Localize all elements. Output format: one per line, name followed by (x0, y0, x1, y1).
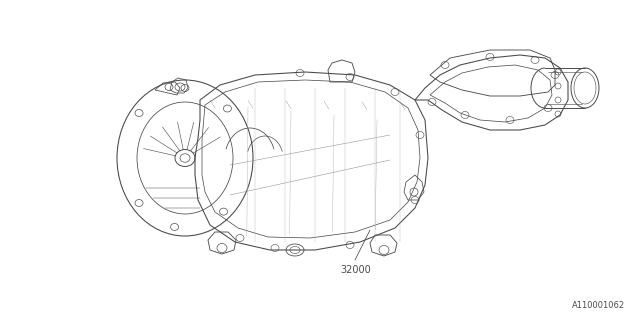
Text: A110001062: A110001062 (572, 301, 625, 310)
Text: 32000: 32000 (340, 265, 371, 275)
